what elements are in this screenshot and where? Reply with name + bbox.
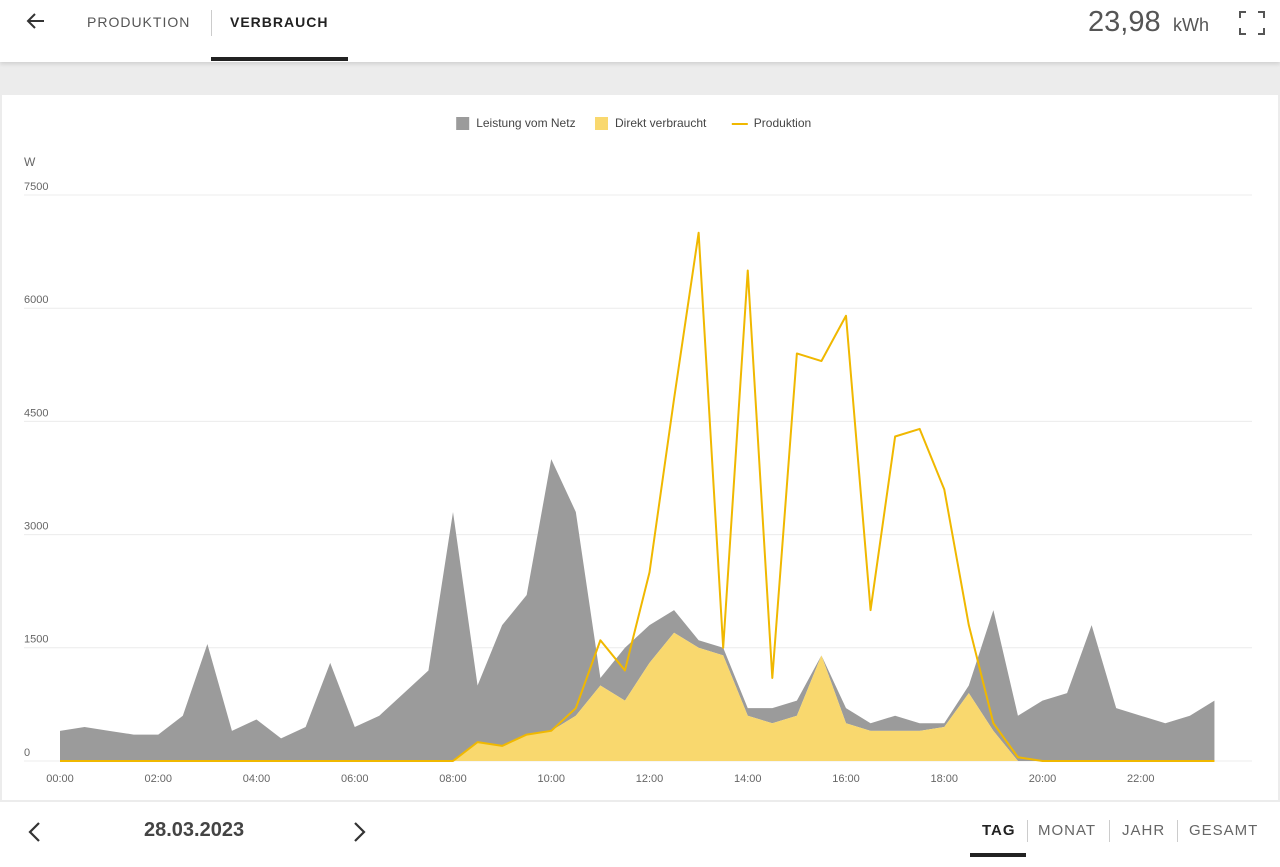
period-gesamt[interactable]: GESAMT <box>1189 822 1259 839</box>
x-tick-label: 18:00 <box>930 773 958 785</box>
tab-produktion[interactable]: PRODUKTION <box>87 14 191 30</box>
x-tick-label: 16:00 <box>832 773 860 785</box>
area <box>60 459 1215 761</box>
y-tick-label: 0 <box>24 747 30 759</box>
x-tick-label: 04:00 <box>243 773 271 785</box>
fullscreen-button[interactable] <box>1238 10 1266 36</box>
x-tick-label: 14:00 <box>734 773 762 785</box>
separator <box>1177 820 1178 842</box>
tab-verbrauch[interactable]: VERBRAUCH <box>230 14 329 30</box>
y-tick-label: 6000 <box>24 294 48 306</box>
y-axis-label: W <box>24 155 36 169</box>
footer: 28.03.2023 TAG MONAT JAHR GESAMT <box>0 802 1280 867</box>
chart-card: W 0 1500 3000 4500 6000 7500 00:00 02:00 04:00 06… <box>2 95 1278 800</box>
x-tick-label: 22:00 <box>1127 773 1155 785</box>
separator <box>211 10 212 36</box>
chart: W 0 1500 3000 4500 6000 7500 00:00 02:00 04:00 06… <box>24 116 1252 785</box>
y-tick-label: 7500 <box>24 181 48 193</box>
back-button[interactable] <box>24 10 48 32</box>
period-jahr[interactable]: JAHR <box>1122 822 1166 839</box>
total-unit: kWh <box>1173 15 1209 35</box>
x-tick-label: 06:00 <box>341 773 369 785</box>
legend-swatch <box>595 117 608 130</box>
header: PRODUKTION VERBRAUCH 23,98 kWh <box>0 0 1280 62</box>
x-tick-label: 12:00 <box>636 773 664 785</box>
y-tick-label: 1500 <box>24 634 48 646</box>
x-tick-label: 08:00 <box>439 773 467 785</box>
period-monat[interactable]: MONAT <box>1038 822 1097 839</box>
period-tag[interactable]: TAG <box>982 822 1016 839</box>
x-tick-label: 20:00 <box>1029 773 1057 785</box>
y-tick-label: 3000 <box>24 521 48 533</box>
separator <box>1027 820 1028 842</box>
legend-swatch <box>456 117 470 130</box>
legend-label: Direkt verbraucht <box>615 116 707 130</box>
legend-label: Produktion <box>754 116 811 130</box>
x-tick-label: 00:00 <box>46 773 74 785</box>
y-tick-label: 4500 <box>24 407 48 419</box>
area <box>60 632 1215 761</box>
total-value: 23,98 <box>1088 6 1161 38</box>
date: 28.03.2023 <box>144 819 245 841</box>
line <box>60 231 1215 762</box>
legend-label: Leistung vom Netz <box>476 116 575 130</box>
period-underline <box>970 853 1026 857</box>
x-tick-label: 10:00 <box>537 773 565 785</box>
x-tick-label: 02:00 <box>144 773 172 785</box>
prev-button[interactable] <box>26 820 44 844</box>
next-button[interactable] <box>350 820 368 844</box>
tab-underline <box>211 57 348 61</box>
separator <box>1109 820 1110 842</box>
